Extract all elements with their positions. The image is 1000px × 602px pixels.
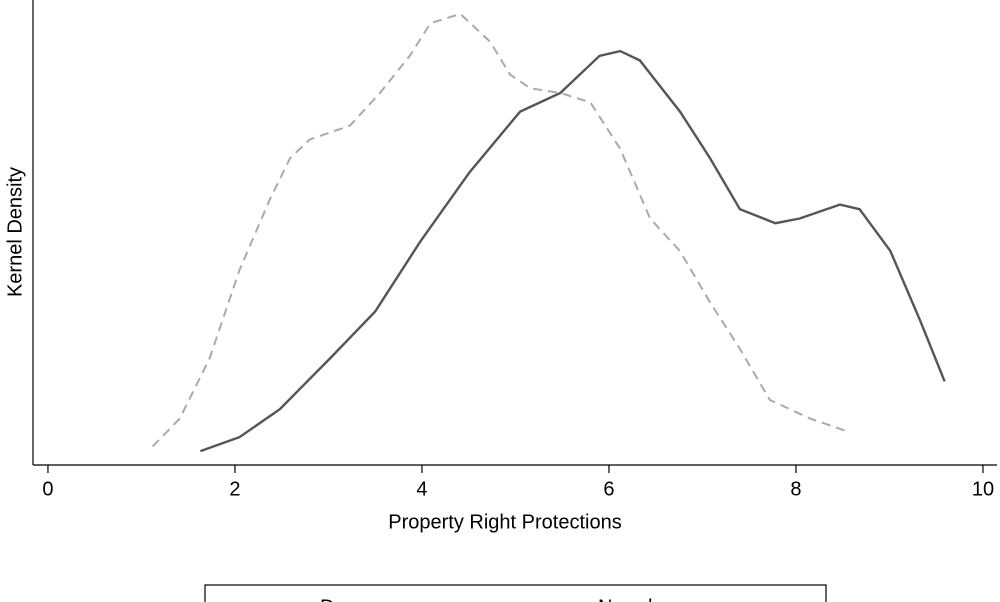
y-axis-label: Kernel Density [4, 167, 26, 297]
x-axis-label: Property Right Protections [388, 511, 621, 533]
x-tick-label: 6 [603, 478, 614, 500]
legend-box [204, 584, 827, 602]
x-tick-label: 10 [972, 478, 994, 500]
x-tick-label: 0 [42, 478, 53, 500]
x-tick-label: 8 [790, 478, 801, 500]
x-tick-label: 4 [416, 478, 427, 500]
density-line [151, 12, 851, 448]
x-tick-label: 2 [229, 478, 240, 500]
legend-label: Democracy [320, 596, 421, 602]
density-line [199, 49, 946, 453]
legend-label: Non-democracy [598, 596, 739, 602]
